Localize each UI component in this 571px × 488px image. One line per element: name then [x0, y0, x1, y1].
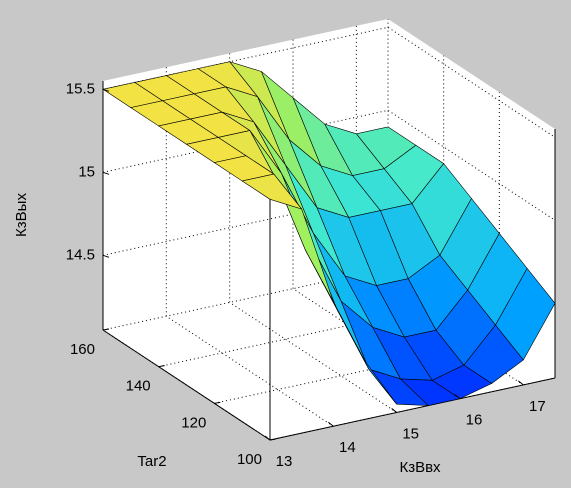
y-tick-label: 120 [181, 414, 206, 431]
x-tick-label: 13 [276, 453, 293, 470]
box-edge [102, 329, 271, 441]
z-tick [102, 171, 110, 175]
grid-line [102, 109, 556, 221]
x-tick-label: 15 [402, 425, 419, 442]
x-tick-label: 14 [339, 439, 356, 456]
z-tick [102, 88, 110, 92]
x-tick-label: 16 [466, 412, 483, 429]
y-tick [158, 365, 165, 368]
x-tick [328, 421, 334, 427]
x-tick [518, 380, 524, 386]
z-tick [102, 254, 110, 258]
y-tick-label: 100 [237, 451, 262, 468]
box-edge [269, 377, 556, 441]
y-tick [102, 328, 110, 331]
z-tick-label: 14.5 [66, 246, 95, 263]
y-tick-label: 160 [70, 341, 95, 358]
x-tick-label: 17 [529, 398, 546, 415]
y-tick [269, 438, 277, 441]
z-tick-label: 15 [78, 163, 95, 180]
surface-patch [241, 173, 303, 210]
z-axis-label: КзВых [13, 193, 30, 237]
y-tick [214, 401, 221, 404]
x-tick [391, 408, 397, 413]
y-axis-label: Tar2 [137, 453, 166, 470]
x-tick [264, 435, 271, 441]
x-tick [454, 394, 461, 400]
z-tick-label: 15.5 [66, 80, 95, 97]
x-axis-label: КзВвх [399, 459, 441, 476]
y-tick-label: 140 [126, 378, 151, 395]
